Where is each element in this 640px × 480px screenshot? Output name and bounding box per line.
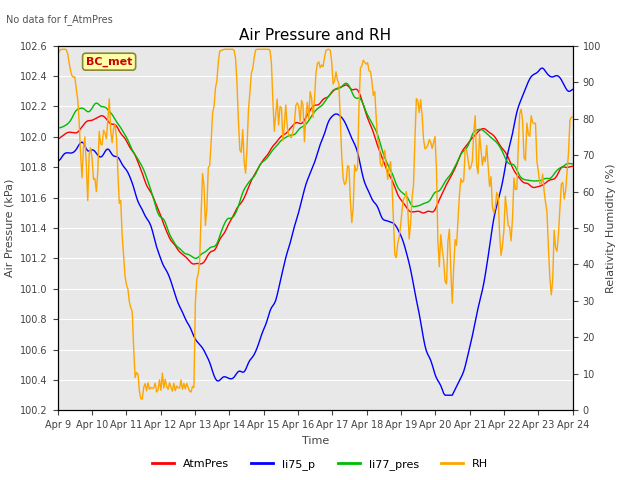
Y-axis label: Relativity Humidity (%): Relativity Humidity (%) — [607, 163, 616, 293]
AtmPres — [226, 219, 234, 225]
li75_p — [569, 86, 577, 92]
RH — [282, 102, 290, 108]
Line: AtmPres: AtmPres — [58, 85, 573, 264]
li77_pres — [54, 125, 61, 131]
RH — [236, 147, 244, 153]
Text: No data for f_AtmPres: No data for f_AtmPres — [6, 14, 113, 25]
AtmPres — [342, 82, 350, 88]
li77_pres — [117, 125, 125, 131]
li75_p — [441, 392, 449, 398]
AtmPres — [569, 164, 577, 169]
Title: Air Pressure and RH: Air Pressure and RH — [239, 28, 391, 43]
AtmPres — [190, 261, 198, 267]
Line: li75_p: li75_p — [58, 68, 573, 395]
AtmPres — [54, 136, 61, 142]
li75_p — [117, 159, 125, 165]
Line: li77_pres: li77_pres — [58, 83, 573, 258]
li77_pres — [543, 176, 551, 181]
li77_pres — [191, 255, 199, 261]
li75_p — [539, 65, 547, 71]
X-axis label: Time: Time — [301, 436, 329, 445]
Y-axis label: Air Pressure (kPa): Air Pressure (kPa) — [4, 179, 15, 277]
li75_p — [233, 370, 241, 376]
li77_pres — [569, 161, 577, 167]
Text: BC_met: BC_met — [86, 57, 132, 67]
li75_p — [54, 158, 61, 164]
RH — [227, 47, 235, 52]
li77_pres — [342, 80, 350, 86]
AtmPres — [543, 179, 551, 185]
li75_p — [279, 267, 287, 273]
RH — [569, 114, 577, 120]
RH — [54, 51, 61, 57]
li75_p — [207, 364, 215, 370]
AtmPres — [235, 204, 243, 209]
li77_pres — [280, 135, 288, 141]
RH — [543, 209, 551, 215]
Legend: AtmPres, li75_p, li77_pres, RH: AtmPres, li75_p, li77_pres, RH — [147, 455, 493, 474]
AtmPres — [209, 248, 216, 254]
li75_p — [543, 71, 551, 76]
li77_pres — [226, 216, 234, 221]
RH — [209, 110, 216, 116]
li75_p — [225, 375, 232, 381]
Line: RH: RH — [58, 49, 573, 399]
AtmPres — [117, 131, 125, 136]
li77_pres — [209, 244, 216, 250]
AtmPres — [280, 132, 288, 137]
RH — [117, 197, 125, 203]
RH — [138, 396, 146, 402]
li77_pres — [235, 203, 243, 209]
RH — [223, 47, 231, 52]
